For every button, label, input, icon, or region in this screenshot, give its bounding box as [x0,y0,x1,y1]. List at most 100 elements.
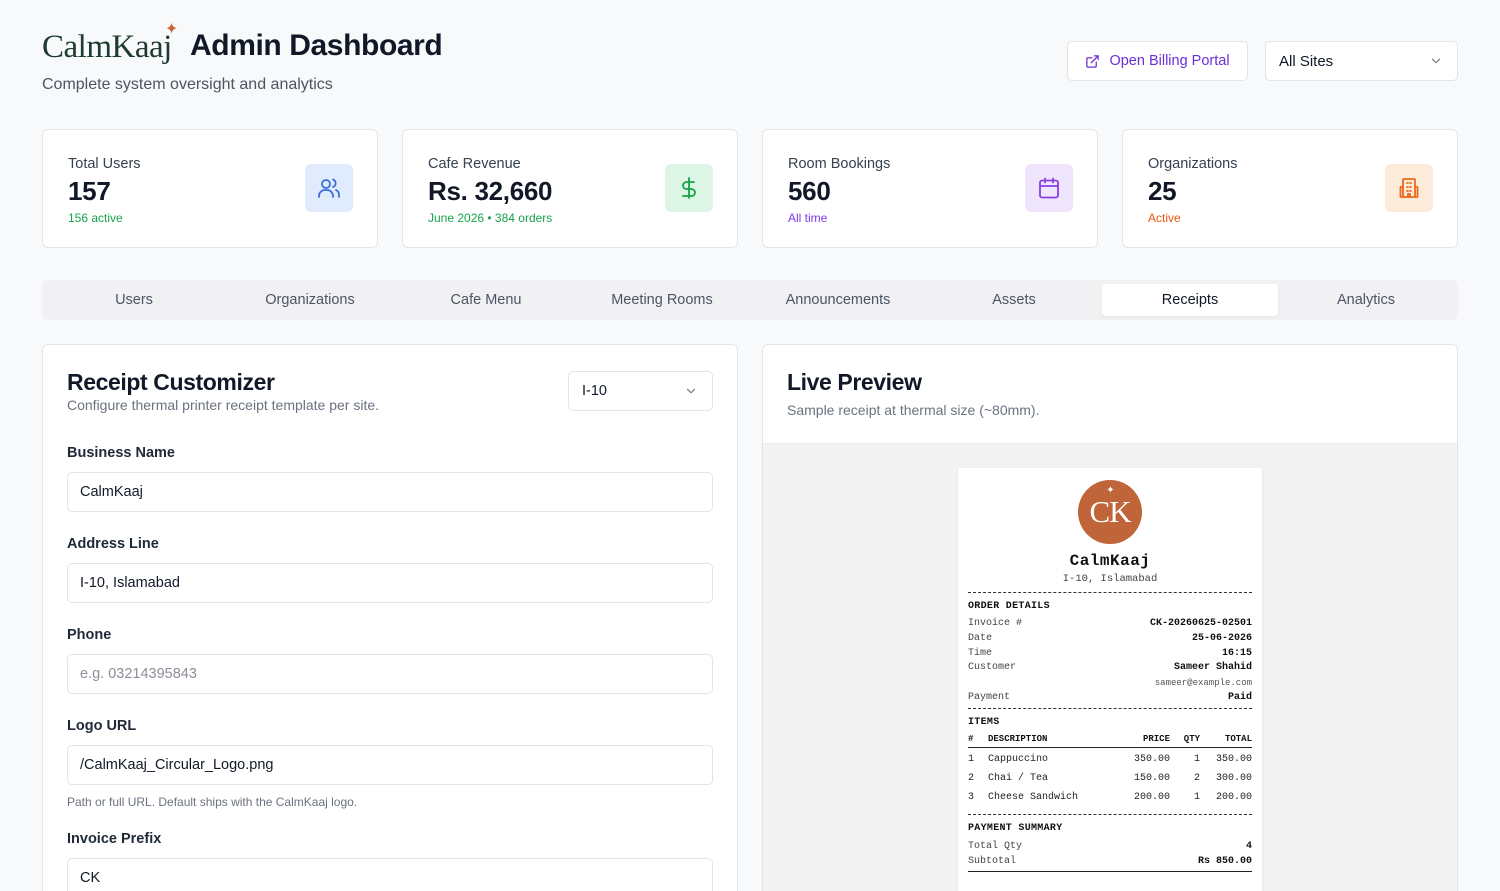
stat-value: 157 [68,176,111,206]
invoice-prefix-label: Invoice Prefix [67,831,162,847]
invoice-prefix-input[interactable]: CK [67,858,713,891]
col-number: # [968,733,974,744]
preview-header: Live Preview Sample receipt at thermal s… [763,345,1457,444]
receipt-item: 2 Chai / Tea 150.00 2 300.00 [968,772,1252,784]
receipt-item: 1 Cappuccino 350.00 1 350.00 [968,753,1252,765]
row-key: Invoice # [968,618,1023,629]
billing-button-label: Open Billing Portal [1109,53,1230,69]
receipt-divider [968,707,1252,709]
stat-label: Room Bookings [788,156,891,172]
receipt-site-select[interactable]: I-10 [568,371,713,411]
receipt-row-time: Time 16:15 [968,647,1252,662]
sparkle-icon: ✦ [164,21,178,38]
receipt-row-subtotal: Subtotal Rs 850.00 [968,855,1252,870]
customizer-description: Configure thermal printer receipt templa… [67,397,380,413]
stat-card-room-bookings: Room Bookings 560 All time [762,129,1098,248]
address-line-input[interactable]: I-10, Islamabad [67,563,713,603]
logo-url-input[interactable]: /CalmKaaj_Circular_Logo.png [67,745,713,785]
row-value: 16:15 [1221,647,1252,659]
tab-users[interactable]: Users [115,292,153,308]
address-line-label: Address Line [67,536,159,552]
receipt-logo-initials: CK [1089,494,1131,529]
stat-value: Rs. 32,660 [428,176,553,206]
tab-organizations[interactable]: Organizations [265,292,355,308]
stat-value: 560 [788,176,831,206]
tab-bar: Users Organizations Cafe Menu Meeting Ro… [42,280,1458,320]
receipt-row-email: sameer@example.com [968,676,1252,691]
stat-sub: June 2026 • 384 orders [428,211,553,225]
row-value: 4 [1245,840,1252,852]
sparkle-icon: ✦ [1106,485,1114,496]
row-value: Sameer Shahid [1173,662,1252,674]
site-select[interactable]: All Sites [1265,41,1458,81]
tab-announcements[interactable]: Announcements [785,292,891,308]
chevron-down-icon [1431,58,1441,64]
receipt-item: 3 Cheese Sandwich 200.00 1 200.00 [968,791,1252,803]
preview-canvas: ✦ CK CalmKaaj I-10, Islamabad ORDER DETA… [763,444,1457,891]
logo-wordmark: CalmKaaj ✦ [42,21,178,66]
chevron-down-icon [686,388,696,394]
receipt-business-name: CalmKaaj [1069,552,1151,570]
receipt-address: I-10, Islamabad [1062,573,1158,585]
preview-title: Live Preview [787,369,922,395]
col-qty: QTY [1183,733,1200,744]
users-icon [305,164,353,212]
stat-label: Cafe Revenue [428,156,521,172]
tab-cafe-menu[interactable]: Cafe Menu [450,292,522,308]
col-total: TOTAL [1224,733,1252,744]
receipt-logo: ✦ CK [1078,480,1142,544]
open-billing-portal-button[interactable]: Open Billing Portal [1067,41,1248,81]
live-preview-panel: Live Preview Sample receipt at thermal s… [762,344,1458,891]
col-price: PRICE [1142,733,1170,744]
business-name-label: Business Name [67,445,175,461]
logo-url-label: Logo URL [67,718,137,734]
tab-meeting-rooms[interactable]: Meeting Rooms [611,292,713,308]
row-key: Time [968,647,993,659]
page-subtitle: Complete system oversight and analytics [42,76,333,93]
calendar-icon [1025,164,1073,212]
dollar-icon [665,164,713,212]
row-key: Subtotal [968,855,1017,867]
stat-sub: All time [788,211,828,225]
receipt-items-header: # DESCRIPTION PRICE QTY TOTAL [968,734,1252,748]
customizer-title: Receipt Customizer [67,369,275,395]
tab-receipts[interactable]: Receipts [1102,284,1278,316]
site-select-value: All Sites [1279,52,1334,70]
receipt-divider [968,813,1252,815]
stats-row: Total Users 157 156 active Cafe Revenue … [42,129,1458,248]
logo-url-help: Path or full URL. Default ships with the… [67,795,358,809]
stat-card-total-users: Total Users 157 156 active [42,129,378,248]
row-key: Date [968,632,993,644]
stat-card-organizations: Organizations 25 Active [1122,129,1458,248]
stat-card-cafe-revenue: Cafe Revenue Rs. 32,660 June 2026 • 384 … [402,129,738,248]
stat-sub: Active [1148,211,1181,225]
receipt-site-value: I-10 [582,383,607,399]
row-key: Payment [968,691,1011,703]
row-value: Paid [1227,691,1252,703]
receipt-row-total-qty: Total Qty 4 [968,840,1252,855]
receipt-divider [968,871,1252,873]
col-description: DESCRIPTION [988,733,1048,744]
row-key: Total Qty [968,840,1023,852]
page-header: CalmKaaj ✦ Admin Dashboard Complete syste… [42,21,1458,106]
phone-label: Phone [67,627,112,643]
phone-input[interactable]: e.g. 03214395843 [67,654,713,694]
receipt-preview: ✦ CK CalmKaaj I-10, Islamabad ORDER DETA… [958,468,1262,891]
receipt-section-items: ITEMS [968,716,1000,728]
building-icon [1385,164,1433,212]
tab-analytics[interactable]: Analytics [1336,292,1396,308]
page-title: Admin Dashboard [190,29,443,62]
row-value: 25-06-2026 [1191,632,1252,644]
receipt-section-summary: PAYMENT SUMMARY [968,822,1063,834]
row-key: Customer [968,662,1017,674]
tab-assets[interactable]: Assets [992,292,1036,308]
receipt-row-date: Date 25-06-2026 [968,632,1252,647]
business-name-input[interactable]: CalmKaaj [67,472,713,512]
row-value: CK-20260625-02501 [1149,618,1252,629]
receipt-row-payment: Payment Paid [968,691,1252,706]
row-value: Rs 850.00 [1197,855,1252,867]
brand-logo[interactable]: CalmKaaj ✦ [42,21,178,66]
receipt-row-customer: Customer Sameer Shahid [968,661,1252,676]
receipt-customizer-panel: Receipt Customizer Configure thermal pri… [42,344,738,891]
external-link-icon [1086,54,1100,68]
